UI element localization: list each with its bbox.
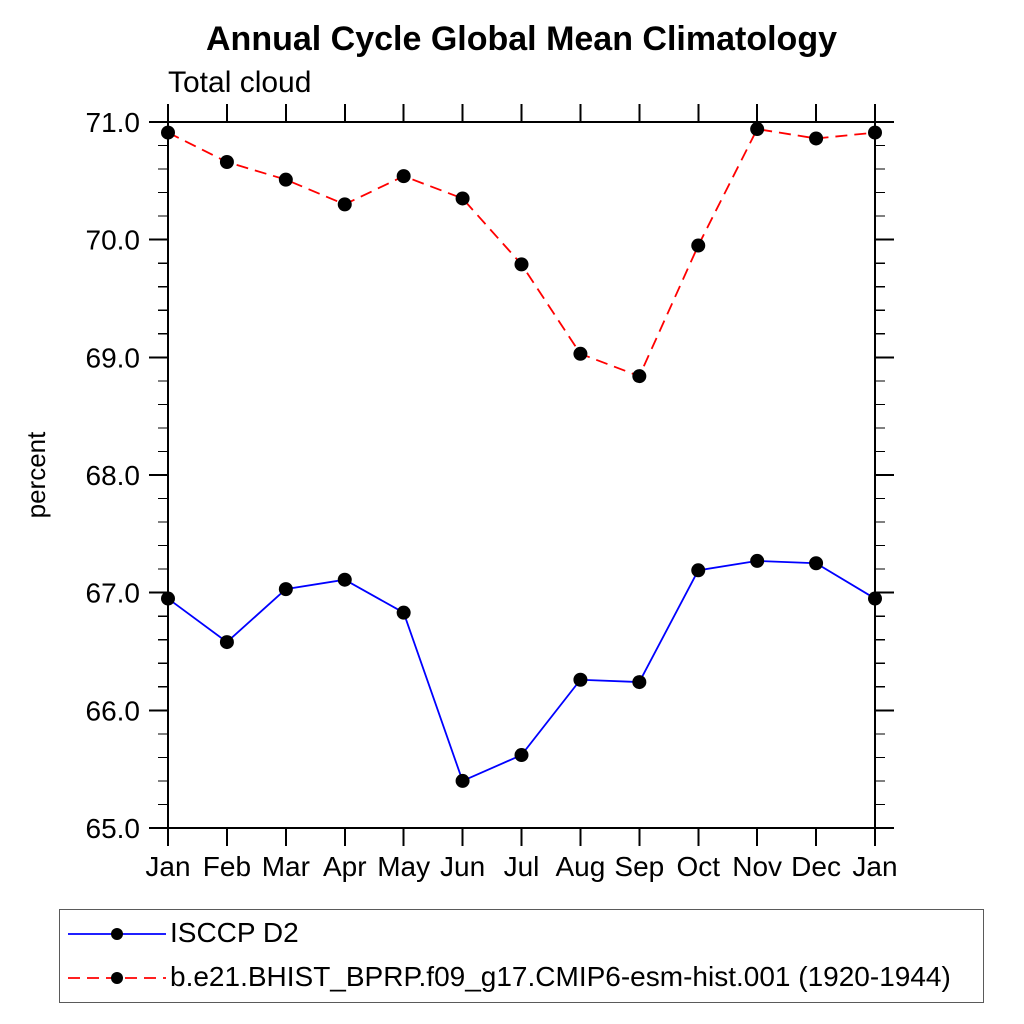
series-line-1 [167,128,876,378]
data-point [396,605,411,620]
data-point [455,191,470,206]
y-tick-label: 68.0 [86,460,141,491]
data-point [632,675,647,690]
chart-subtitle: Total cloud [168,66,312,99]
x-tick-label: Oct [676,851,720,882]
data-point [278,172,293,187]
y-axis-label: percent [21,431,51,518]
x-tick-label: Dec [791,851,841,882]
legend-item-model: b.e21.BHIST_BPRP.f09_g17.CMIP6-esm-hist.… [60,957,983,999]
x-tick-label: Jun [440,851,485,882]
data-point [161,125,175,140]
data-point [573,346,588,361]
y-tick-label: 71.0 [86,107,141,138]
data-point [691,238,706,253]
chart-title: Annual Cycle Global Mean Climatology [206,20,837,58]
plot-frame [167,121,876,829]
data-point [161,591,175,606]
x-tick-label: Apr [323,851,367,882]
x-tick-label: Sep [614,851,664,882]
legend-label: ISCCP D2 [170,917,299,948]
x-tick-label: May [377,851,430,882]
data-point [396,169,411,184]
y-tick-label: 66.0 [86,695,141,726]
legend-sample-line-0 [68,928,166,940]
data-point [868,591,882,606]
legend: ISCCP D2 b.e21.BHIST_BPRP.f09_g17.CMIP6-… [59,909,984,1003]
data-point [691,563,706,578]
data-point [337,197,352,212]
data-point [337,572,352,587]
y-tick-label: 65.0 [86,813,141,844]
data-point [219,155,234,170]
y-tick-label: 70.0 [86,225,141,256]
legend-sample-line-1 [68,972,166,984]
x-tick-label: Aug [556,851,606,882]
y-tick-label: 69.0 [86,342,141,373]
legend-label: b.e21.BHIST_BPRP.f09_g17.CMIP6-esm-hist.… [170,961,951,992]
x-tick-label: Jul [504,851,540,882]
x-tick-label: Feb [203,851,251,882]
data-point [514,257,529,272]
x-tick-label: Nov [732,851,782,882]
x-tick-label: Jan [145,851,190,882]
x-tick-label: Mar [262,851,310,882]
data-point [750,122,765,137]
legend-item-isccp: ISCCP D2 [60,913,983,955]
data-point [809,556,824,571]
data-point [278,582,293,597]
data-point [809,131,824,146]
y-tick-label: 67.0 [86,578,141,609]
x-tick-label: Jan [852,851,897,882]
data-point [750,553,765,568]
data-point [573,672,588,687]
data-point [219,635,234,650]
data-point [868,125,882,140]
data-point [455,773,470,788]
series-line-0 [167,559,876,783]
data-point [514,748,529,763]
data-point [632,369,647,384]
